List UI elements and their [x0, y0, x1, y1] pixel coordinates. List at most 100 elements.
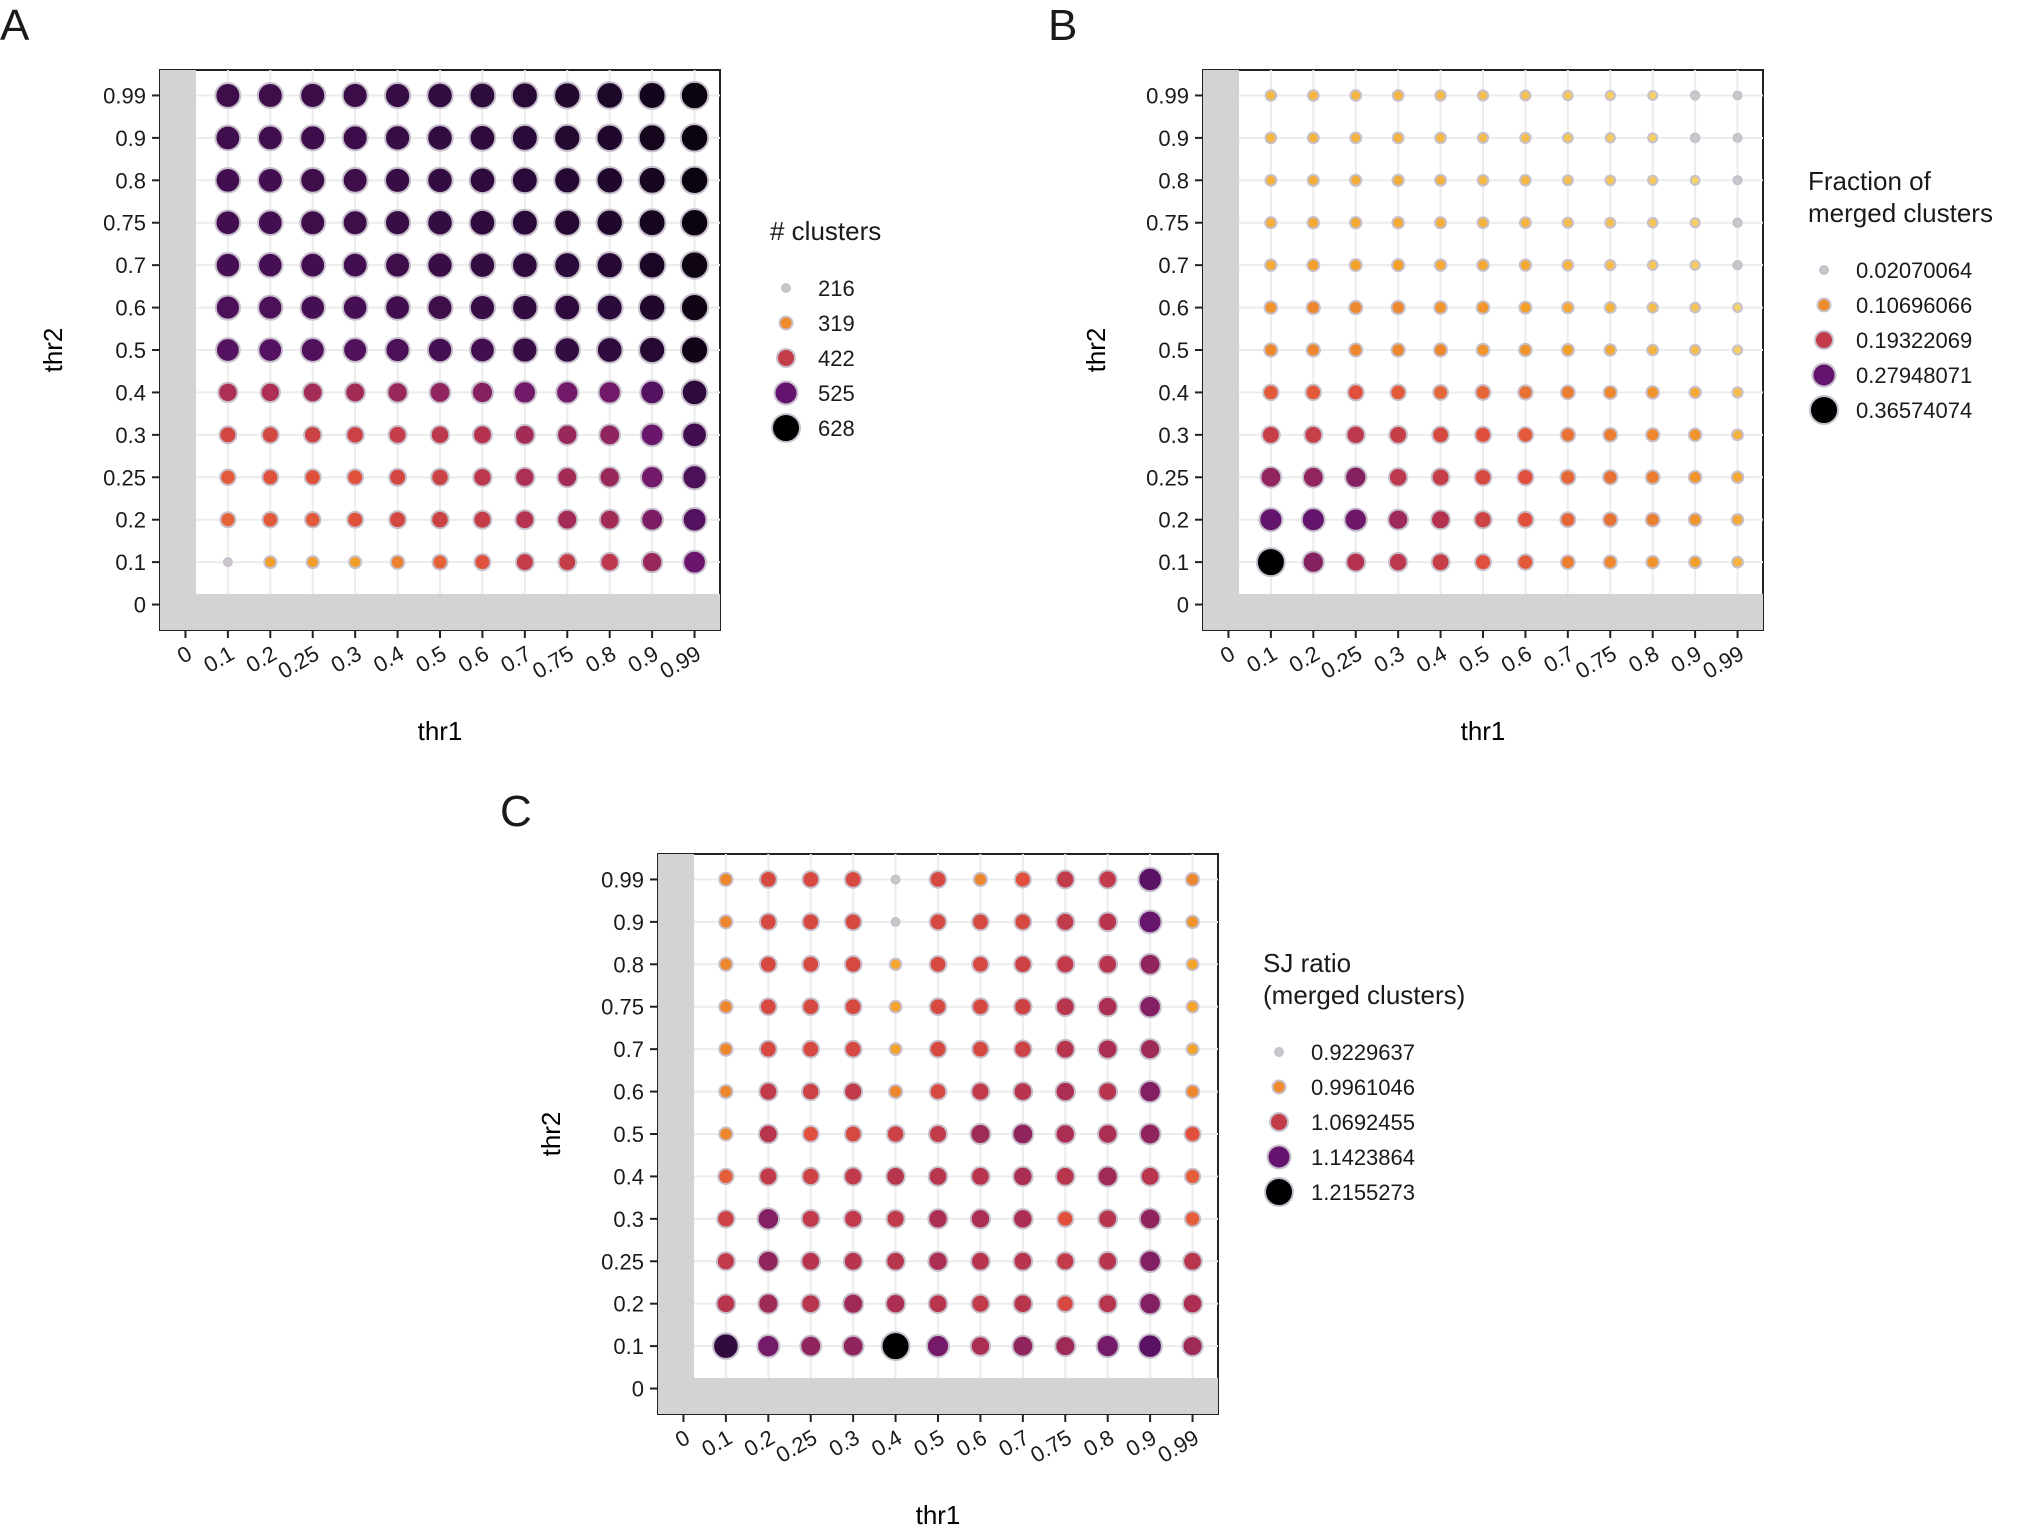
x-tick-label: 0.5 [1455, 641, 1494, 678]
data-point [346, 468, 365, 487]
data-point [303, 510, 322, 529]
legend-key [773, 380, 799, 406]
data-point [595, 208, 624, 237]
legend-label: 0.36574074 [1856, 398, 1972, 423]
data-point [1604, 259, 1617, 272]
data-point [718, 956, 734, 972]
y-tick-label: 0.3 [1158, 423, 1189, 448]
data-point [885, 1166, 906, 1187]
data-point [472, 467, 493, 488]
data-point [718, 914, 734, 930]
data-point [1264, 173, 1278, 187]
data-point [1602, 469, 1619, 486]
data-point [256, 124, 284, 152]
data-point [384, 336, 411, 364]
data-point [843, 954, 863, 974]
data-point [513, 423, 536, 446]
data-point [1185, 999, 1200, 1014]
data-point [1689, 259, 1701, 271]
legend-key [1271, 1079, 1287, 1095]
legend-a: # clusters 216 319 422 525 628 [770, 216, 881, 443]
data-point [1138, 1291, 1162, 1316]
gridlines-a [196, 70, 720, 594]
data-point [1348, 258, 1363, 273]
data-point [215, 337, 241, 363]
data-point [1645, 554, 1660, 570]
data-point [256, 209, 284, 237]
data-point [1301, 550, 1325, 574]
y-axis-c: 0 0.1 0.2 0.25 0.3 0.4 0.5 0.6 0.7 0.75 0.8 0.9 0.99 [601, 867, 658, 1402]
data-point [256, 166, 284, 194]
data-point [1518, 300, 1533, 315]
data-point [473, 553, 492, 572]
x-tick-label: 0.9 [1122, 1425, 1161, 1462]
data-point [799, 1334, 823, 1358]
y-tick-label: 0.8 [115, 168, 146, 193]
data-point [1255, 547, 1286, 578]
data-point [758, 1039, 778, 1059]
x-tick-label: 0.5 [910, 1425, 949, 1462]
data-point [1473, 425, 1493, 444]
data-point [1264, 89, 1278, 102]
data-point [384, 294, 411, 321]
data-point [639, 422, 665, 448]
data-point [801, 870, 821, 889]
data-point [757, 1123, 779, 1145]
data-point [557, 552, 578, 573]
data-point [386, 381, 409, 404]
data-point [1013, 1039, 1033, 1059]
data-point [1646, 343, 1660, 357]
data-point [1391, 131, 1405, 145]
data-point [1646, 259, 1659, 272]
data-point [383, 124, 412, 152]
data-point [1306, 131, 1320, 145]
data-point [927, 1166, 949, 1187]
legend-title: SJ ratio [1263, 948, 1351, 978]
data-point [1391, 216, 1405, 230]
legend-label: 0.10696066 [1856, 293, 1972, 318]
y-tick-label: 0.9 [613, 910, 644, 935]
data-point [218, 425, 238, 445]
data-point [598, 423, 622, 447]
data-point [1647, 132, 1659, 144]
data-point [970, 1166, 991, 1187]
data-point [1476, 89, 1490, 102]
y-tick-label: 0.2 [1158, 508, 1189, 533]
x-tick-label: 0.5 [412, 641, 451, 678]
data-point [471, 424, 493, 446]
data-point [681, 464, 708, 491]
data-point [556, 423, 579, 447]
data-point [715, 1251, 736, 1272]
data-point [1138, 1079, 1162, 1104]
data-point [1013, 870, 1032, 889]
legend-key [1814, 330, 1834, 350]
data-point [595, 81, 624, 110]
data-point [1349, 131, 1363, 145]
data-point [757, 1292, 780, 1315]
shade-bottom [658, 1377, 1218, 1414]
data-point [1732, 175, 1743, 186]
data-point [1097, 869, 1118, 890]
data-point [1689, 174, 1701, 186]
data-point [553, 123, 582, 152]
data-point [1054, 996, 1076, 1018]
data-point [1096, 1038, 1119, 1060]
data-point [758, 954, 778, 974]
data-point [1430, 509, 1452, 531]
data-point [553, 336, 581, 364]
legend-label: 0.9229637 [1311, 1040, 1415, 1065]
data-point [756, 1334, 781, 1359]
x-tick-label: 0.4 [369, 641, 408, 678]
legend-label: 422 [818, 346, 855, 371]
data-point [556, 466, 579, 489]
data-point [1013, 954, 1033, 974]
x-tick-label: 0.6 [1497, 641, 1536, 678]
data-point [1433, 258, 1448, 272]
data-point [553, 208, 582, 237]
data-point [1731, 428, 1744, 442]
data-point [843, 912, 863, 932]
data-point [637, 293, 667, 322]
x-tick-label: 0.99 [1153, 1425, 1203, 1468]
data-point [1097, 1081, 1119, 1102]
data-point [219, 511, 237, 529]
